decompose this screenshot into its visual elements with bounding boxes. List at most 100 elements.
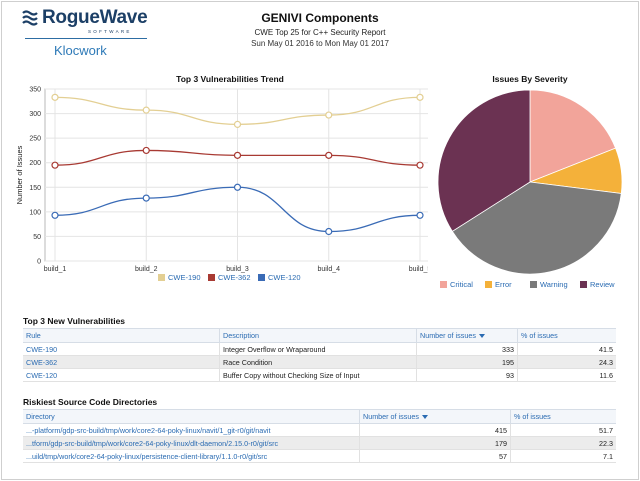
x-tick-label: build_3 (226, 266, 249, 273)
issue-percent: 22.3 (510, 436, 616, 450)
data-point (51, 161, 59, 169)
legend-label: CWE-190 (168, 273, 201, 282)
y-tick-label: 100 (29, 209, 41, 216)
sort-descending-icon (478, 334, 485, 339)
table-row: ...uild/tmp/work/core2-64-poky-linux/per… (23, 449, 616, 463)
column-header-label: Number of issues (420, 331, 476, 340)
data-point (142, 106, 150, 114)
column-header-percent[interactable]: % of issues (510, 409, 616, 424)
y-tick-label: 50 (33, 234, 41, 241)
table-row: ...-platform/gdp-src-build/tmp/work/core… (23, 423, 616, 437)
rule-link[interactable]: CWE-362 (23, 355, 220, 369)
legend-label: Critical (450, 280, 473, 289)
issue-count: 93 (416, 368, 518, 382)
directory-link[interactable]: ...-platform/gdp-src-build/tmp/work/core… (23, 423, 360, 437)
data-point (51, 93, 59, 101)
sort-descending-icon (421, 415, 428, 420)
directories-section-title: Riskiest Source Code Directories (23, 397, 158, 407)
column-header-number-of-issues[interactable]: Number of issues (416, 328, 518, 343)
issue-count: 333 (416, 342, 518, 356)
y-tick-label: 150 (29, 185, 41, 192)
column-header-percent[interactable]: % of issues (517, 328, 616, 343)
plot-area (44, 88, 428, 262)
issue-percent: 41.5 (517, 342, 616, 356)
data-point (325, 111, 333, 119)
report-title: GENIVI Components (261, 11, 379, 25)
pie-slice (437, 89, 531, 232)
logo-product: Klocwork (54, 43, 107, 58)
column-header-label: Number of issues (363, 412, 419, 421)
data-point (142, 194, 150, 202)
issue-count: 415 (359, 423, 511, 437)
issue-count: 179 (359, 436, 511, 450)
rule-description: Race Condition (219, 355, 417, 369)
legend-label: CWE-362 (218, 273, 251, 282)
logo-brand: RogueWave (42, 7, 148, 28)
severity-chart-title: Issues By Severity (492, 74, 568, 84)
legend-swatch (485, 281, 492, 288)
rule-link[interactable]: CWE-120 (23, 368, 220, 382)
trend-line-chart: 0 50 100 150 200 250 300 350 build_1 build_2 build… (15, 87, 428, 282)
company-logo: RogueWave SOFTWARE Klocwork (22, 7, 162, 58)
y-tick-label: 250 (29, 136, 41, 143)
directory-link[interactable]: ...tform/gdp-src-build/tmp/work/core2-64… (23, 436, 360, 450)
vulnerabilities-table: Rule Description Number of issues % of i… (23, 328, 616, 382)
column-header-number-of-issues[interactable]: Number of issues (359, 409, 511, 424)
data-point (416, 93, 424, 101)
roguewave-logo-icon (22, 10, 38, 26)
legend-swatch (530, 281, 537, 288)
table-row: CWE-190 Integer Overflow or Wraparound 3… (23, 342, 616, 356)
legend-swatch (258, 274, 265, 281)
y-tick-label: 200 (29, 160, 41, 167)
issue-percent: 7.1 (510, 449, 616, 463)
legend-label: Error (495, 280, 512, 289)
legend-swatch (158, 274, 165, 281)
x-tick-label: build_2 (135, 266, 158, 273)
report-date-range: Sun May 01 2016 to Mon May 01 2017 (251, 39, 389, 48)
logo-divider (25, 38, 147, 39)
directory-link[interactable]: ...uild/tmp/work/core2-64-poky-linux/per… (23, 449, 360, 463)
data-point (325, 227, 333, 236)
rule-description: Integer Overflow or Wraparound (219, 342, 417, 356)
pie-slice (529, 89, 617, 183)
legend-label: Review (590, 280, 615, 289)
rule-description: Buffer Copy without Checking Size of Inp… (219, 368, 417, 382)
data-point (51, 211, 59, 219)
severity-pie-chart: Critical Error Warning Review (437, 89, 623, 289)
data-point (142, 146, 150, 155)
y-tick-label: 350 (29, 87, 41, 94)
table-header-row: Directory Number of issues % of issues (23, 409, 616, 424)
issue-percent: 24.3 (517, 355, 616, 369)
issue-count: 57 (359, 449, 511, 463)
x-tick-label: build_5 (409, 266, 428, 273)
legend-label: Warning (540, 280, 568, 289)
legend-label: CWE-120 (268, 273, 301, 282)
pie-slice (451, 181, 622, 275)
x-tick-label: build_4 (317, 266, 340, 273)
trend-chart-title: Top 3 Vulnerabilities Trend (176, 74, 284, 84)
legend-swatch (208, 274, 215, 281)
column-header-description[interactable]: Description (219, 328, 417, 343)
data-point (233, 151, 242, 159)
data-point (416, 161, 424, 169)
rule-link[interactable]: CWE-190 (23, 342, 220, 356)
y-tick-label: 0 (37, 259, 41, 266)
data-point (325, 151, 333, 159)
legend-swatch (440, 281, 447, 288)
issue-percent: 51.7 (510, 423, 616, 437)
data-point (233, 183, 242, 191)
x-tick-label: build_1 (44, 266, 67, 273)
report-subtitle: CWE Top 25 for C++ Security Report (254, 28, 386, 37)
table-row: ...tform/gdp-src-build/tmp/work/core2-64… (23, 436, 616, 450)
vulnerabilities-section-title: Top 3 New Vulnerabilities (23, 316, 126, 326)
logo-brand-sub: SOFTWARE (88, 29, 132, 34)
directories-table: Directory Number of issues % of issues .… (23, 409, 616, 463)
y-tick-label: 300 (29, 111, 41, 118)
legend-swatch (580, 281, 587, 288)
table-row: CWE-362 Race Condition 195 24.3 (23, 355, 616, 369)
y-axis-label: Number of Issues (15, 145, 24, 204)
column-header-rule[interactable]: Rule (23, 328, 220, 343)
column-header-directory[interactable]: Directory (23, 409, 360, 424)
data-point (416, 211, 424, 219)
